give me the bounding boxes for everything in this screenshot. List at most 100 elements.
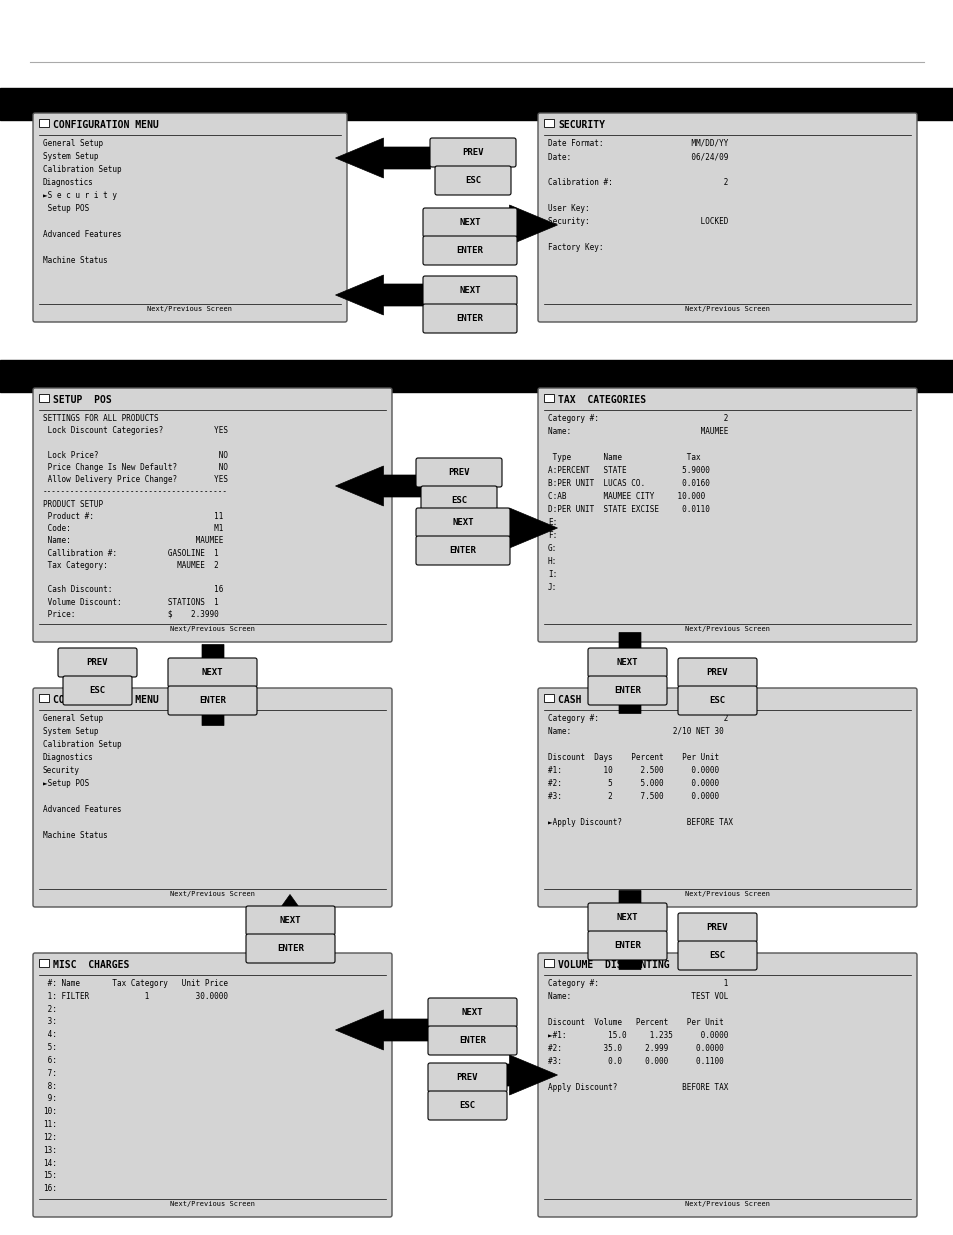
FancyBboxPatch shape	[63, 676, 132, 705]
Polygon shape	[335, 138, 430, 178]
Polygon shape	[335, 466, 430, 506]
Text: CONFIGURATION MENU: CONFIGURATION MENU	[53, 695, 158, 705]
FancyBboxPatch shape	[416, 536, 510, 564]
Text: Tax Category:               MAUMEE  2: Tax Category: MAUMEE 2	[43, 561, 218, 569]
Text: 12:: 12:	[43, 1132, 57, 1142]
Bar	[543, 119, 554, 127]
Text: Discount  Days    Percent    Per Unit: Discount Days Percent Per Unit	[547, 753, 719, 762]
Polygon shape	[193, 671, 233, 725]
Text: Advanced Features: Advanced Features	[43, 230, 121, 240]
Text: #2:          5      5.000      0.0000: #2: 5 5.000 0.0000	[547, 779, 719, 788]
FancyBboxPatch shape	[428, 1063, 506, 1092]
Polygon shape	[462, 205, 557, 245]
FancyBboxPatch shape	[422, 236, 517, 266]
Text: ESC: ESC	[459, 1100, 475, 1110]
Text: Name:                          TEST VOL: Name: TEST VOL	[547, 992, 727, 1002]
FancyBboxPatch shape	[537, 112, 916, 322]
FancyBboxPatch shape	[430, 138, 516, 167]
FancyBboxPatch shape	[587, 931, 666, 960]
Text: Calibration Setup: Calibration Setup	[43, 740, 121, 748]
Text: #1:         10      2.500      0.0000: #1: 10 2.500 0.0000	[547, 766, 719, 776]
Text: PREV: PREV	[456, 1073, 477, 1082]
Text: 2:: 2:	[43, 1004, 57, 1014]
Text: 9:: 9:	[43, 1094, 57, 1103]
Bar	[39, 394, 49, 403]
Text: SETTINGS FOR ALL PRODUCTS: SETTINGS FOR ALL PRODUCTS	[43, 414, 158, 424]
Text: MISC  CHARGES: MISC CHARGES	[53, 960, 130, 969]
Text: F:: F:	[547, 531, 557, 540]
FancyBboxPatch shape	[537, 388, 916, 642]
Text: CONFIGURATION MENU: CONFIGURATION MENU	[53, 120, 158, 130]
Text: System Setup: System Setup	[43, 152, 98, 161]
Text: ENTER: ENTER	[199, 697, 226, 705]
Text: Code:                               M1: Code: M1	[43, 524, 223, 534]
FancyBboxPatch shape	[428, 998, 517, 1028]
Text: Next/Previous Screen: Next/Previous Screen	[684, 1200, 769, 1207]
FancyBboxPatch shape	[537, 953, 916, 1216]
Text: User Key:: User Key:	[547, 204, 589, 212]
Text: E:: E:	[547, 517, 557, 527]
Text: Next/Previous Screen: Next/Previous Screen	[684, 306, 769, 312]
Text: Machine Status: Machine Status	[43, 831, 108, 840]
Text: Name:                            MAUMEE: Name: MAUMEE	[547, 427, 727, 436]
Text: ESC: ESC	[709, 951, 725, 960]
Polygon shape	[609, 914, 649, 969]
Text: PREV: PREV	[706, 668, 727, 677]
Text: Discount  Volume   Percent    Per Unit: Discount Volume Percent Per Unit	[547, 1018, 723, 1028]
Text: Calibration #:                        2: Calibration #: 2	[547, 178, 727, 186]
Text: Calibration Setup: Calibration Setup	[43, 165, 121, 174]
Text: B:PER UNIT  LUCAS CO.        0.0160: B:PER UNIT LUCAS CO. 0.0160	[547, 479, 709, 488]
FancyBboxPatch shape	[537, 688, 916, 906]
FancyBboxPatch shape	[246, 906, 335, 935]
Text: General Setup: General Setup	[43, 714, 103, 722]
FancyBboxPatch shape	[678, 913, 757, 942]
Text: PREV: PREV	[448, 468, 469, 477]
Text: NEXT: NEXT	[201, 668, 223, 677]
Text: 15:: 15:	[43, 1171, 57, 1181]
Text: Apply Discount?              BEFORE TAX: Apply Discount? BEFORE TAX	[547, 1083, 727, 1092]
Bar	[0, 359, 953, 391]
Text: 7:: 7:	[43, 1068, 57, 1078]
Polygon shape	[609, 890, 649, 946]
Text: SECURITY: SECURITY	[558, 120, 604, 130]
Text: Lock Price?                          NO: Lock Price? NO	[43, 451, 228, 459]
FancyBboxPatch shape	[428, 1091, 506, 1120]
FancyBboxPatch shape	[416, 508, 510, 537]
Text: TAX  CATEGORIES: TAX CATEGORIES	[558, 395, 645, 405]
FancyBboxPatch shape	[587, 676, 666, 705]
Text: ►S e c u r i t y: ►S e c u r i t y	[43, 191, 117, 200]
Text: Setup POS: Setup POS	[43, 204, 90, 212]
Text: Date Format:                   MM/DD/YY: Date Format: MM/DD/YY	[547, 140, 727, 148]
Polygon shape	[609, 658, 649, 714]
Text: NEXT: NEXT	[616, 913, 638, 923]
Text: 6:: 6:	[43, 1056, 57, 1065]
Text: System Setup: System Setup	[43, 727, 98, 736]
Text: NEXT: NEXT	[452, 517, 474, 527]
Polygon shape	[335, 275, 430, 315]
FancyBboxPatch shape	[678, 941, 757, 969]
Polygon shape	[462, 1055, 557, 1095]
Text: NEXT: NEXT	[461, 1008, 483, 1016]
Polygon shape	[609, 632, 649, 688]
FancyBboxPatch shape	[168, 658, 256, 687]
Text: I:: I:	[547, 571, 557, 579]
Text: General Setup: General Setup	[43, 140, 103, 148]
Text: Name:                           MAUMEE: Name: MAUMEE	[43, 536, 223, 546]
FancyBboxPatch shape	[587, 648, 666, 677]
Text: 4:: 4:	[43, 1030, 57, 1040]
Text: Allow Delivery Price Change?        YES: Allow Delivery Price Change? YES	[43, 475, 228, 484]
FancyBboxPatch shape	[420, 487, 497, 515]
Text: VOLUME  DISCOUNTING: VOLUME DISCOUNTING	[558, 960, 669, 969]
Text: NEXT: NEXT	[279, 916, 301, 925]
Text: ENTER: ENTER	[276, 944, 304, 953]
FancyBboxPatch shape	[33, 112, 347, 322]
Text: Factory Key:: Factory Key:	[547, 243, 603, 252]
Text: Callibration #:           GASOLINE  1: Callibration #: GASOLINE 1	[43, 548, 218, 557]
Text: #: Name       Tax Category   Unit Price: #: Name Tax Category Unit Price	[43, 979, 228, 988]
Bar	[543, 694, 554, 701]
Text: 10:: 10:	[43, 1108, 57, 1116]
Bar	[543, 960, 554, 967]
FancyBboxPatch shape	[435, 165, 511, 195]
FancyBboxPatch shape	[33, 688, 392, 906]
Text: 8:: 8:	[43, 1082, 57, 1091]
